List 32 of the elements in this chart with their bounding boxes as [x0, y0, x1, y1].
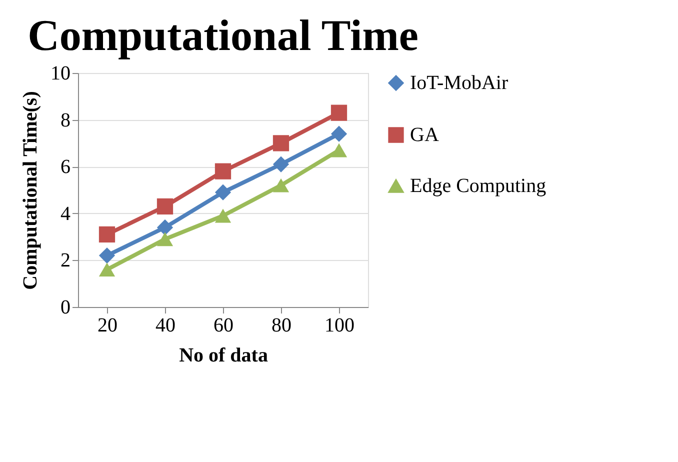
- y-tick-label: 4: [60, 202, 70, 225]
- x-tick-label: 20: [98, 314, 118, 336]
- point: [214, 184, 232, 200]
- y-tick-label: 2: [60, 250, 70, 272]
- legend-label: IoT-MobAir: [410, 72, 508, 94]
- y-tick-label: 8: [60, 109, 70, 132]
- chart-title: Computational Time: [28, 11, 418, 60]
- y-tick-label: 0: [60, 296, 70, 318]
- x-tick-label: 80: [272, 314, 292, 336]
- x-tick-label: 100: [324, 314, 354, 336]
- point: [272, 135, 290, 152]
- y-axis-title: Computational Time(s): [20, 91, 42, 290]
- x-axis-title: No of data: [179, 344, 268, 366]
- point: [98, 247, 116, 264]
- point: [272, 156, 290, 172]
- legend-label: GA: [410, 124, 440, 146]
- x-tick-label: 60: [214, 314, 234, 336]
- y-tick-label: 6: [60, 156, 70, 178]
- point: [98, 262, 116, 277]
- point: [214, 208, 232, 223]
- legend-label: Edge Computing: [410, 175, 546, 197]
- point: [156, 232, 174, 246]
- point: [98, 226, 116, 243]
- point: [156, 198, 174, 214]
- point: [330, 126, 348, 142]
- point: [272, 178, 290, 192]
- point: [214, 163, 232, 180]
- point: [156, 219, 174, 236]
- point: [330, 143, 348, 158]
- y-tick-label: 10: [50, 62, 70, 84]
- x-tick-label: 40: [156, 314, 176, 336]
- point: [330, 104, 348, 121]
